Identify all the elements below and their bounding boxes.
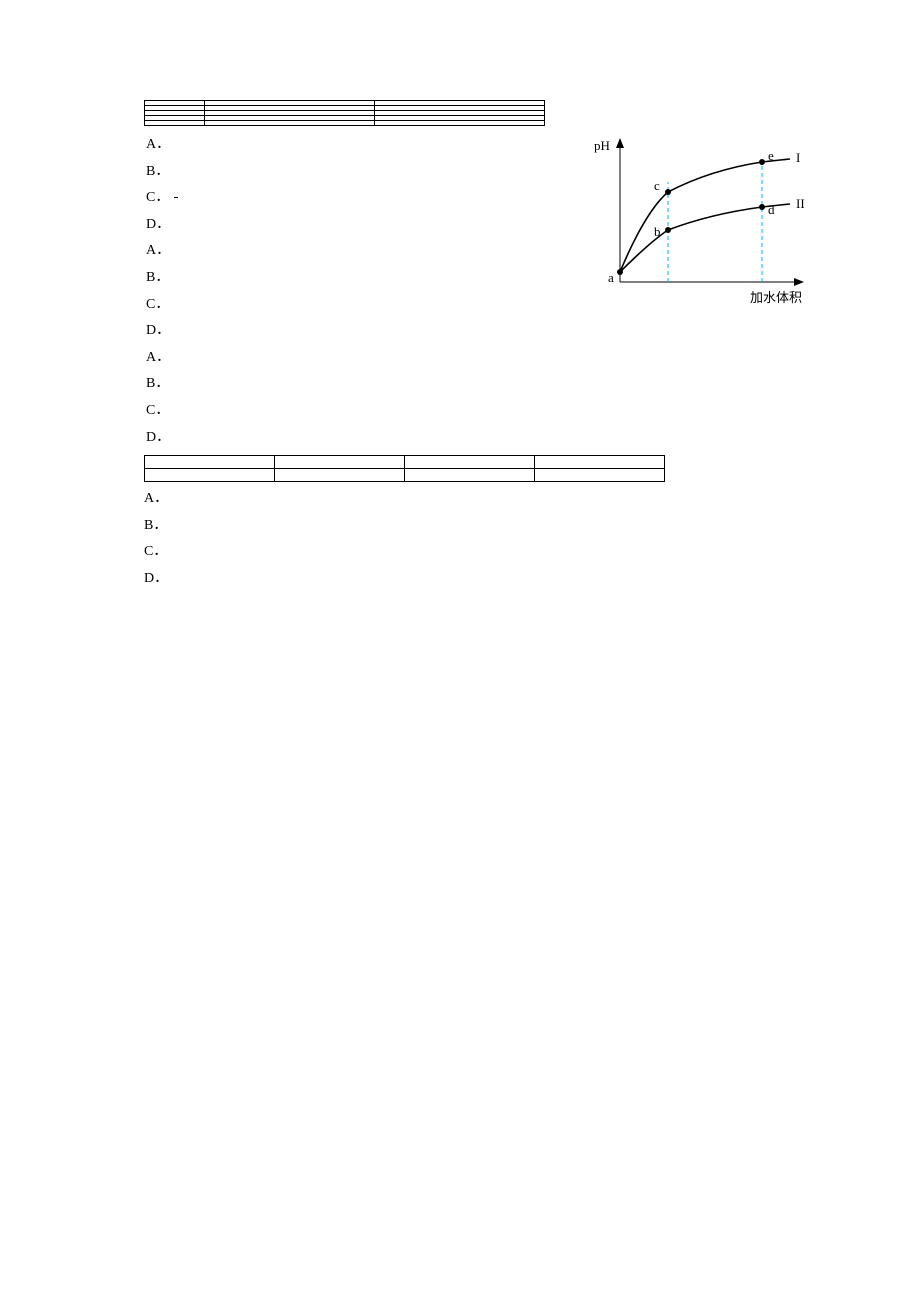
q8: pH 加水体积 a b c d e I II A． B． C．	[90, 132, 830, 238]
q7-table	[144, 100, 545, 126]
svg-text:I: I	[796, 150, 800, 165]
table-row	[145, 469, 665, 482]
svg-text:II: II	[796, 196, 805, 211]
q11-table	[144, 455, 665, 482]
svg-text:a: a	[608, 270, 614, 285]
q8-optC	[174, 185, 178, 212]
ph-water-chart: pH 加水体积 a b c d e I II	[590, 132, 820, 312]
table-row	[145, 121, 545, 126]
svg-text:e: e	[768, 148, 774, 163]
svg-text:d: d	[768, 202, 775, 217]
svg-text:c: c	[654, 178, 660, 193]
x-axis-label: 加水体积	[750, 290, 802, 305]
q8-chart: pH 加水体积 a b c d e I II	[590, 132, 820, 312]
y-axis-label: pH	[594, 138, 610, 153]
table-row	[145, 456, 665, 469]
svg-text:b: b	[654, 224, 661, 239]
q10: A． B． C． D．	[90, 345, 830, 451]
